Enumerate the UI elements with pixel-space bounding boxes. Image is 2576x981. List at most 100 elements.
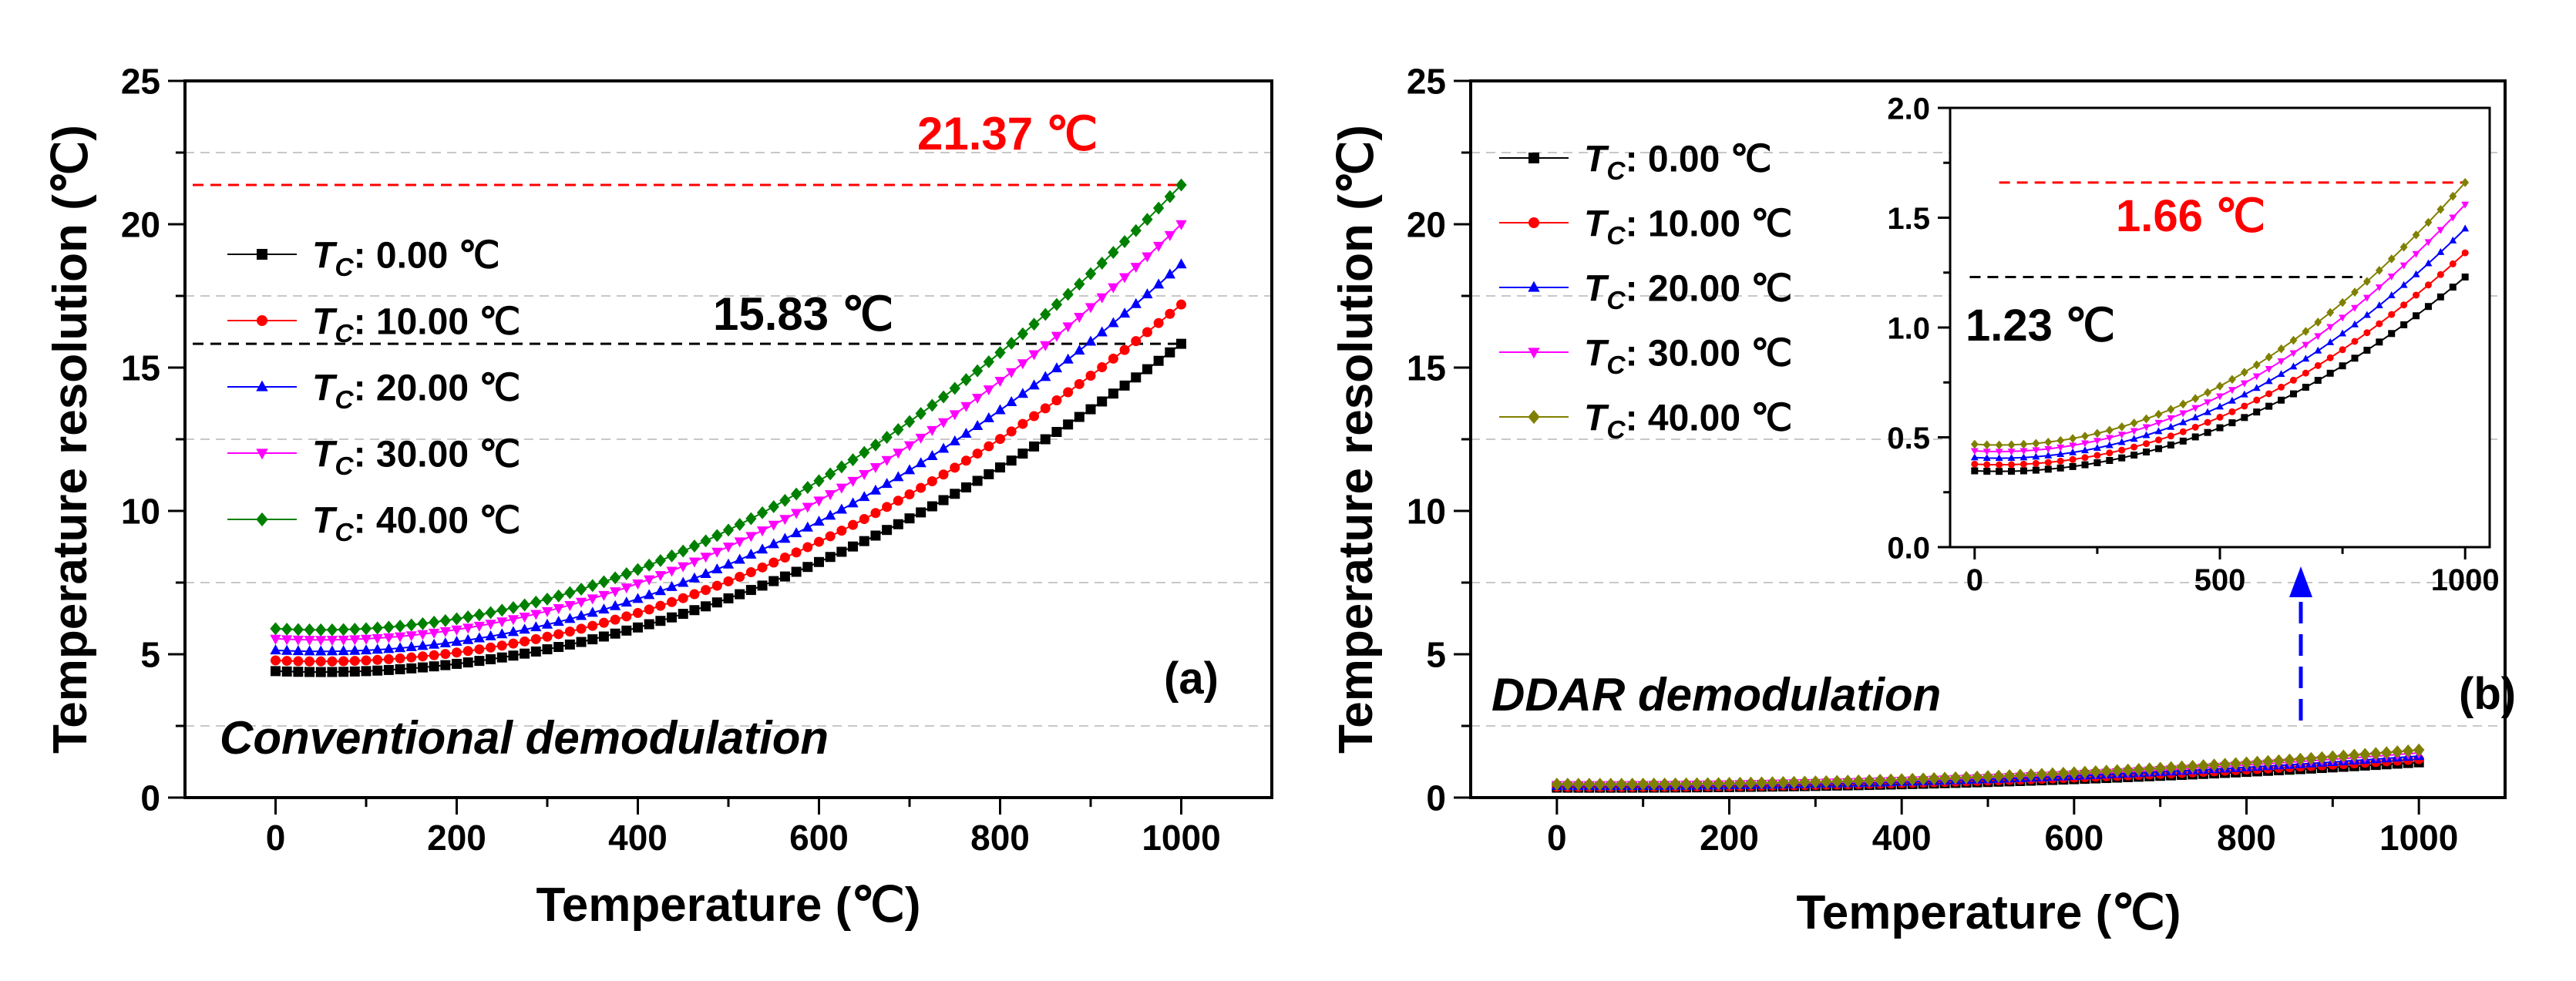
data-point — [1017, 388, 1029, 398]
legend-subscript: C — [335, 320, 354, 348]
data-point — [825, 509, 836, 520]
data-point — [541, 618, 553, 629]
data-point — [2399, 242, 2408, 252]
data-point — [327, 656, 338, 667]
data-point — [598, 590, 610, 601]
data-point — [2003, 769, 2016, 783]
data-point — [417, 651, 428, 662]
data-point — [575, 610, 587, 620]
data-point — [2314, 361, 2322, 369]
panel-a-legend: TC: 0.00 ℃TC: 10.00 ℃TC: 20.00 ℃TC: 30.0… — [227, 235, 520, 547]
y-tick-label: 0 — [140, 778, 160, 818]
data-point — [882, 502, 893, 512]
data-point — [2326, 307, 2335, 317]
data-point — [462, 646, 473, 657]
data-point — [689, 605, 700, 616]
data-point — [1142, 252, 1153, 263]
data-point — [836, 483, 848, 494]
data-point — [1971, 770, 1983, 784]
data-point — [813, 474, 825, 488]
panel-a-ref-label-min: 15.83 ℃ — [713, 288, 893, 340]
data-point — [2142, 431, 2151, 438]
data-point — [530, 646, 541, 657]
data-point — [949, 435, 960, 445]
data-point — [2204, 428, 2211, 436]
legend-marker — [256, 380, 268, 391]
data-point — [1995, 449, 2003, 456]
legend-entry: TC: 0.00 ℃ — [1584, 139, 1772, 186]
data-point — [2228, 419, 2236, 427]
data-point — [2339, 329, 2347, 337]
data-point — [1074, 277, 1085, 291]
data-point — [779, 553, 790, 563]
data-point — [2265, 365, 2273, 373]
data-point — [633, 607, 643, 618]
inset-reference-lines — [1969, 181, 2466, 278]
data-point — [2376, 338, 2383, 346]
data-point — [2019, 467, 2027, 475]
data-point — [2019, 439, 2028, 449]
data-point — [2424, 239, 2433, 247]
data-point — [609, 571, 621, 585]
data-point — [2044, 445, 2053, 453]
data-point — [2289, 390, 2297, 398]
data-point — [2081, 446, 2089, 454]
legend-symbol: T — [312, 368, 338, 408]
y-tick-label: 0.5 — [1887, 422, 1930, 455]
data-point — [2179, 399, 2188, 409]
data-point — [654, 553, 667, 567]
data-point — [869, 484, 882, 495]
data-point — [2093, 428, 2101, 438]
data-point — [2326, 324, 2335, 331]
data-point — [768, 520, 779, 531]
data-point — [2167, 422, 2175, 430]
data-point — [926, 449, 938, 460]
data-point — [847, 453, 859, 467]
data-point — [338, 645, 349, 656]
legend-label: : 10.00 ℃ — [354, 301, 521, 342]
data-point — [904, 489, 915, 499]
data-point — [2403, 744, 2414, 758]
data-point — [564, 613, 576, 623]
data-point — [2228, 375, 2236, 385]
data-point — [2130, 428, 2138, 435]
data-point — [2056, 457, 2064, 465]
data-point — [428, 628, 440, 639]
data-point — [620, 567, 632, 580]
data-point — [802, 481, 813, 495]
data-point — [1572, 778, 1584, 791]
data-point — [2019, 453, 2028, 461]
data-point — [745, 585, 756, 596]
data-point — [621, 625, 632, 636]
data-point — [644, 619, 654, 630]
data-point — [2363, 329, 2371, 337]
data-point — [2228, 408, 2236, 415]
data-point — [598, 603, 610, 614]
data-point — [2240, 368, 2248, 377]
data-point — [530, 633, 541, 644]
data-point — [870, 508, 881, 519]
data-point — [949, 410, 960, 421]
data-point — [1713, 777, 1724, 791]
x-tick-label: 200 — [427, 818, 486, 858]
data-point — [1051, 426, 1062, 437]
data-point — [2252, 384, 2261, 391]
data-point — [405, 631, 417, 642]
data-point — [825, 552, 836, 563]
data-point — [610, 628, 620, 639]
data-point — [949, 381, 960, 395]
panel-b-ylabel: Temperature resolution (℃) — [1330, 125, 1383, 754]
data-point — [893, 422, 904, 436]
zoom-arrow-head — [2289, 566, 2312, 597]
data-point — [2198, 759, 2209, 773]
data-point — [1626, 778, 1638, 791]
data-point — [473, 608, 486, 622]
data-point — [756, 526, 768, 537]
data-point — [1131, 336, 1142, 347]
data-point — [1029, 441, 1040, 452]
data-point — [2387, 274, 2396, 281]
legend-symbol: T — [1584, 333, 1609, 374]
data-point — [1074, 312, 1085, 323]
